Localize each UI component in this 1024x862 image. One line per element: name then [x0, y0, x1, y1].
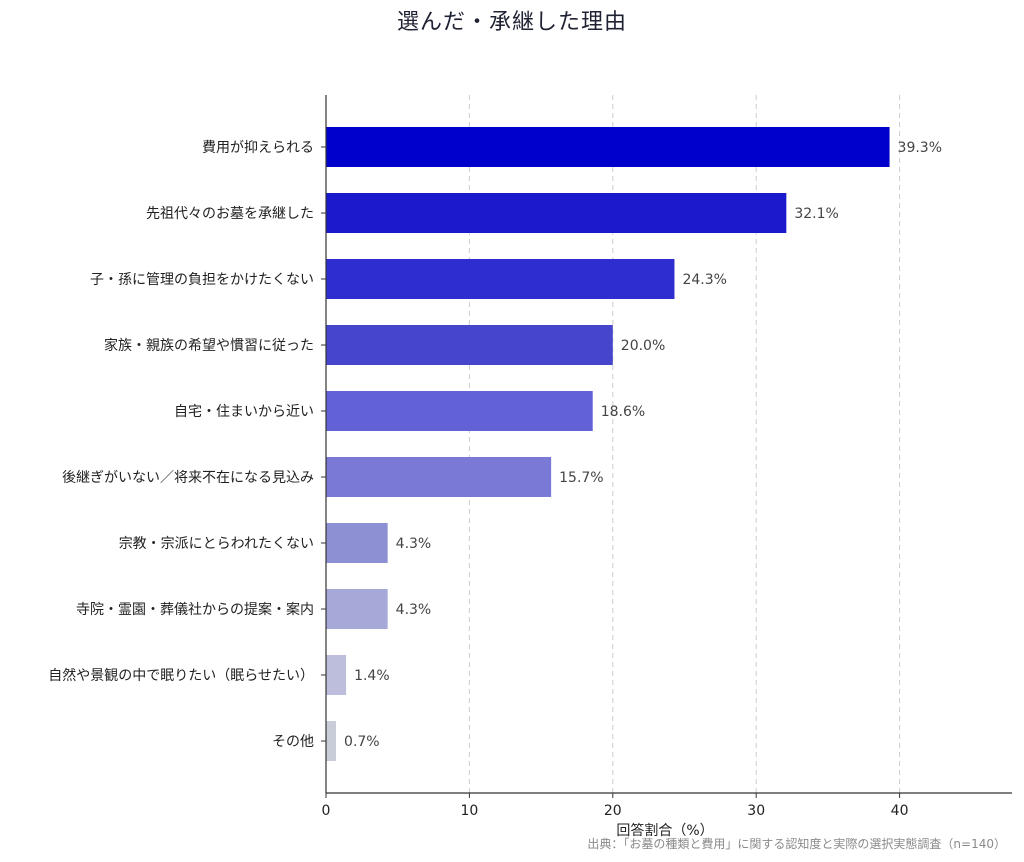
- value-label: 32.1%: [794, 206, 838, 222]
- source-note: 出典：「お墓の種類と費用」に関する認知度と実際の選択実態調査（n=140）: [587, 837, 1006, 851]
- bar: [326, 325, 613, 365]
- category-label: 費用が抑えられる: [202, 140, 314, 156]
- bar: [326, 193, 787, 233]
- category-label: 家族・親族の希望や慣習に従った: [104, 337, 314, 354]
- x-tick-label: 10: [460, 803, 478, 819]
- category-label: 後継ぎがいない／将来不在になる見込み: [62, 470, 314, 486]
- bar: [326, 391, 593, 431]
- chart-title: 選んだ・承継した理由: [396, 10, 627, 35]
- value-label: 18.6%: [601, 404, 645, 420]
- value-label: 1.4%: [354, 668, 390, 684]
- category-label: 子・孫に管理の負担をかけたくない: [90, 272, 314, 288]
- category-label: 寺院・霊園・葬儀社からの提案・案内: [76, 601, 314, 618]
- category-label: 先祖代々のお墓を承継した: [146, 206, 314, 222]
- value-label: 20.0%: [621, 338, 665, 354]
- category-label: 自宅・住まいから近い: [174, 404, 314, 420]
- x-tick-label: 0: [322, 803, 331, 819]
- bar: [326, 655, 347, 695]
- x-tick-label: 40: [891, 803, 909, 819]
- bar: [326, 457, 552, 497]
- bar: [326, 259, 675, 299]
- bar: [326, 721, 337, 761]
- value-label: 0.7%: [344, 734, 380, 750]
- bar: [326, 523, 388, 563]
- x-tick-label: 30: [747, 803, 765, 819]
- category-label: 宗教・宗派にとらわれたくない: [119, 536, 314, 552]
- bar: [326, 589, 388, 629]
- x-tick-label: 20: [604, 803, 622, 819]
- value-label: 24.3%: [682, 272, 726, 288]
- category-label: その他: [272, 734, 314, 750]
- bar: [326, 127, 890, 167]
- x-axis-title: 回答割合（%）: [616, 822, 713, 839]
- value-label: 4.3%: [396, 536, 432, 552]
- category-label: 自然や景観の中で眠りたい（眠らせたい）: [48, 667, 314, 684]
- value-label: 4.3%: [396, 602, 432, 618]
- value-label: 39.3%: [898, 140, 942, 156]
- value-label: 15.7%: [559, 470, 603, 486]
